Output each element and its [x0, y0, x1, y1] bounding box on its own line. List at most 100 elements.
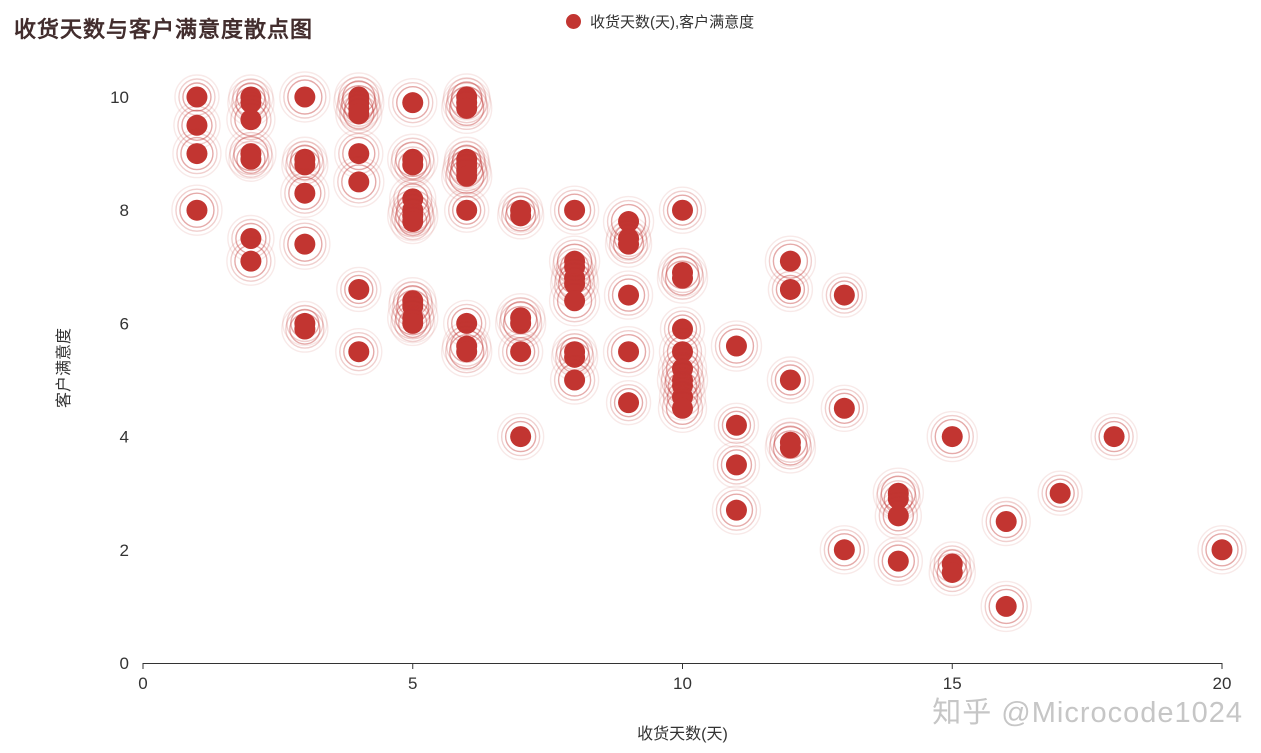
scatter-point[interactable] [656, 252, 709, 304]
point-dot [833, 284, 855, 306]
ripple-ring [1205, 533, 1239, 567]
point-dot [348, 143, 370, 165]
scatter-point[interactable] [712, 441, 761, 489]
scatter-point[interactable] [981, 496, 1031, 547]
ripple-ring [658, 373, 707, 421]
scatter-point[interactable] [928, 548, 976, 597]
ripple-ring [604, 220, 653, 268]
scatter-point[interactable] [336, 266, 382, 313]
scatter-point[interactable] [874, 492, 922, 540]
scatter-point[interactable] [658, 186, 707, 234]
scatter-point[interactable] [603, 270, 654, 320]
scatter-point[interactable] [496, 412, 545, 461]
ripple-ring [716, 445, 757, 485]
y-tick-label: 0 [120, 654, 129, 673]
x-tick-label: 0 [138, 674, 147, 693]
ripple-ring [445, 330, 489, 374]
scatter-point[interactable] [767, 266, 814, 313]
ripple-ring [824, 388, 865, 428]
scatter-point[interactable] [441, 150, 493, 202]
point-dot [618, 392, 640, 414]
scatter-point[interactable] [171, 184, 223, 236]
scatter-point[interactable] [602, 326, 655, 378]
scatter-point[interactable] [604, 220, 653, 268]
scatter-point[interactable] [441, 326, 493, 378]
scatter-point[interactable] [821, 272, 868, 318]
ripple-ring [288, 176, 322, 210]
scatter-point[interactable] [710, 320, 763, 372]
scatter-point[interactable] [279, 218, 331, 270]
ripple-ring [720, 449, 753, 481]
scatter-point[interactable] [173, 101, 221, 150]
scatter-point[interactable] [388, 77, 438, 128]
ripple-ring [395, 300, 431, 336]
scatter-point[interactable] [713, 402, 760, 448]
scatter-point[interactable] [335, 90, 383, 138]
ripple-ring [766, 356, 815, 404]
point-dot [995, 595, 1017, 617]
scatter-point[interactable] [819, 525, 870, 575]
ripple-ring [339, 332, 379, 372]
scatter-point[interactable] [1090, 412, 1138, 461]
ripple-ring [611, 278, 646, 312]
scatter-point[interactable] [657, 383, 708, 433]
scatter-point[interactable] [820, 384, 869, 432]
ripple-ring [344, 274, 374, 305]
scatter-point[interactable] [335, 328, 383, 376]
ripple-ring [827, 533, 862, 567]
legend-item[interactable]: 收货天数(天),客户满意度 [566, 11, 754, 32]
scatter-point[interactable] [390, 142, 436, 188]
point-dot [510, 341, 532, 363]
scatter-point[interactable] [226, 94, 276, 145]
scatter-point[interactable] [548, 275, 601, 327]
scatter-point[interactable] [390, 300, 436, 347]
scatter-point[interactable] [1037, 470, 1083, 516]
scatter-point[interactable] [764, 235, 817, 287]
scatter-point[interactable] [926, 410, 978, 463]
scatter-point[interactable] [549, 185, 600, 235]
scatter-point[interactable] [390, 198, 436, 245]
point-dot [564, 273, 586, 295]
scatter-point[interactable] [1197, 525, 1247, 575]
scatter-point[interactable] [280, 168, 330, 218]
ripple-ring [719, 493, 754, 527]
scatter-point[interactable] [496, 192, 545, 240]
scatter-point[interactable] [602, 195, 655, 248]
point-dot [510, 205, 532, 227]
scatter-point[interactable] [444, 187, 490, 233]
point-dot [402, 154, 424, 176]
scatter-point[interactable] [226, 236, 276, 286]
scatter-point[interactable] [174, 74, 220, 120]
ripple-ring [398, 308, 428, 339]
ripple-ring [395, 198, 431, 234]
scatter-point[interactable] [980, 580, 1032, 633]
ripple-ring [666, 194, 699, 226]
scatter-point[interactable] [333, 156, 385, 208]
scatter-point[interactable] [764, 422, 817, 474]
scatter-point[interactable] [711, 485, 762, 535]
scatter-point[interactable] [873, 536, 923, 586]
scatter-point[interactable] [497, 329, 544, 375]
ripple-ring [340, 270, 378, 309]
ripple-ring [234, 102, 268, 137]
ripple-ring [1041, 474, 1079, 512]
scatter-point[interactable] [172, 128, 222, 179]
ripple-ring [1094, 416, 1134, 457]
scatter-point[interactable] [494, 297, 547, 350]
scatter-point[interactable] [281, 305, 329, 353]
ripple-ring [985, 500, 1027, 543]
ripple-ring [657, 247, 708, 298]
scatter-point[interactable] [279, 71, 331, 123]
ripple-ring [1201, 529, 1243, 571]
ripple-ring [388, 185, 438, 235]
ripple-ring [390, 300, 436, 347]
ripple-ring [232, 140, 270, 178]
scatter-point[interactable] [228, 136, 274, 182]
point-dot [186, 86, 208, 108]
ripple-ring [989, 504, 1023, 539]
scatter-point[interactable] [549, 355, 600, 405]
scatter-point[interactable] [605, 379, 652, 426]
ripple-ring [501, 191, 540, 229]
scatter-point[interactable] [441, 82, 493, 135]
scatter-point[interactable] [766, 356, 815, 404]
